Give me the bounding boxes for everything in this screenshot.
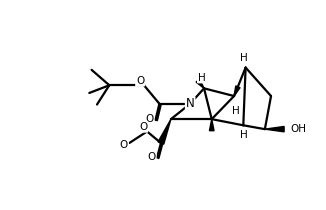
Text: N: N (186, 97, 195, 110)
Text: H: H (232, 106, 240, 116)
Polygon shape (265, 126, 284, 132)
Text: O: O (120, 140, 128, 150)
Text: OH: OH (290, 124, 306, 134)
Text: H: H (198, 73, 206, 83)
Text: O: O (139, 122, 147, 132)
Text: H: H (240, 130, 248, 139)
Text: H: H (240, 52, 248, 63)
Polygon shape (158, 119, 171, 144)
Text: O: O (136, 76, 144, 86)
Polygon shape (196, 79, 204, 88)
Text: O: O (145, 114, 154, 124)
Text: O: O (148, 152, 156, 162)
Polygon shape (234, 86, 240, 96)
Polygon shape (209, 119, 214, 131)
